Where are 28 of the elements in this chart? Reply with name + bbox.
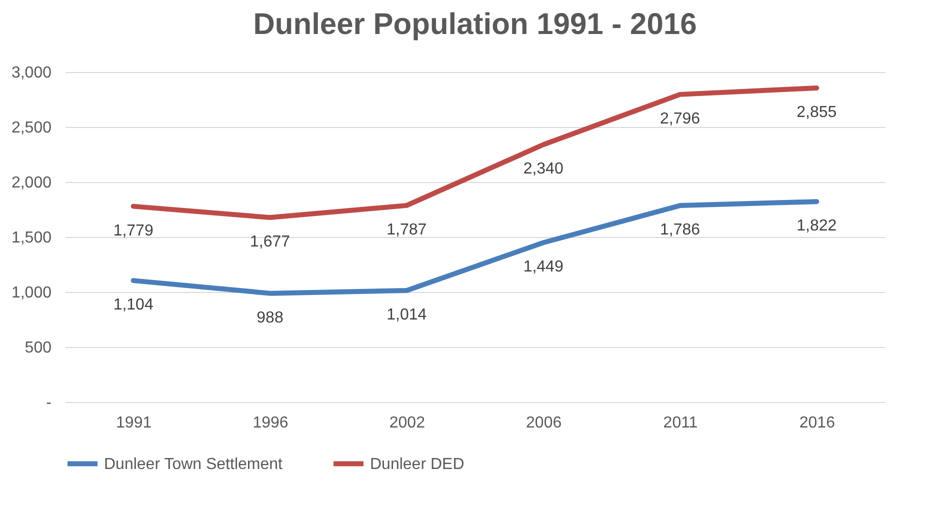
x-tick-label: 2002 bbox=[389, 414, 426, 432]
y-tick-label: - bbox=[46, 394, 52, 412]
data-label: 1,822 bbox=[796, 218, 837, 235]
x-tick-label: 1991 bbox=[116, 414, 152, 432]
chart-title: Dunleer Population 1991 - 2016 bbox=[253, 8, 697, 41]
y-tick-label: 500 bbox=[24, 340, 52, 356]
data-label: 988 bbox=[256, 309, 284, 326]
y-tick-label: 1,500 bbox=[11, 230, 52, 246]
y-tick-label: 2,000 bbox=[11, 174, 52, 192]
data-label: 1,787 bbox=[386, 221, 427, 238]
x-tick-label: 1996 bbox=[252, 414, 288, 432]
y-tick-label: 2,500 bbox=[11, 120, 52, 136]
data-label: 1,104 bbox=[113, 296, 154, 314]
legend-label: Dunleer Town Settlement bbox=[104, 456, 284, 473]
legend-label: Dunleer DED bbox=[370, 456, 464, 473]
x-tick-label: 2016 bbox=[799, 414, 836, 432]
data-label: 2,796 bbox=[660, 110, 700, 128]
data-label: 1,677 bbox=[250, 234, 290, 251]
data-label: 1,014 bbox=[386, 306, 427, 324]
data-label: 1,786 bbox=[660, 222, 700, 239]
y-tick-label: 1,000 bbox=[11, 284, 52, 302]
x-tick-label: 2011 bbox=[663, 414, 698, 432]
y-tick-label: 3,000 bbox=[11, 64, 52, 82]
data-label: 1,449 bbox=[523, 258, 564, 276]
data-label: 2,855 bbox=[796, 104, 837, 121]
data-label: 2,340 bbox=[523, 160, 564, 178]
x-tick-label: 2006 bbox=[526, 414, 562, 432]
data-label: 1,779 bbox=[113, 222, 154, 240]
